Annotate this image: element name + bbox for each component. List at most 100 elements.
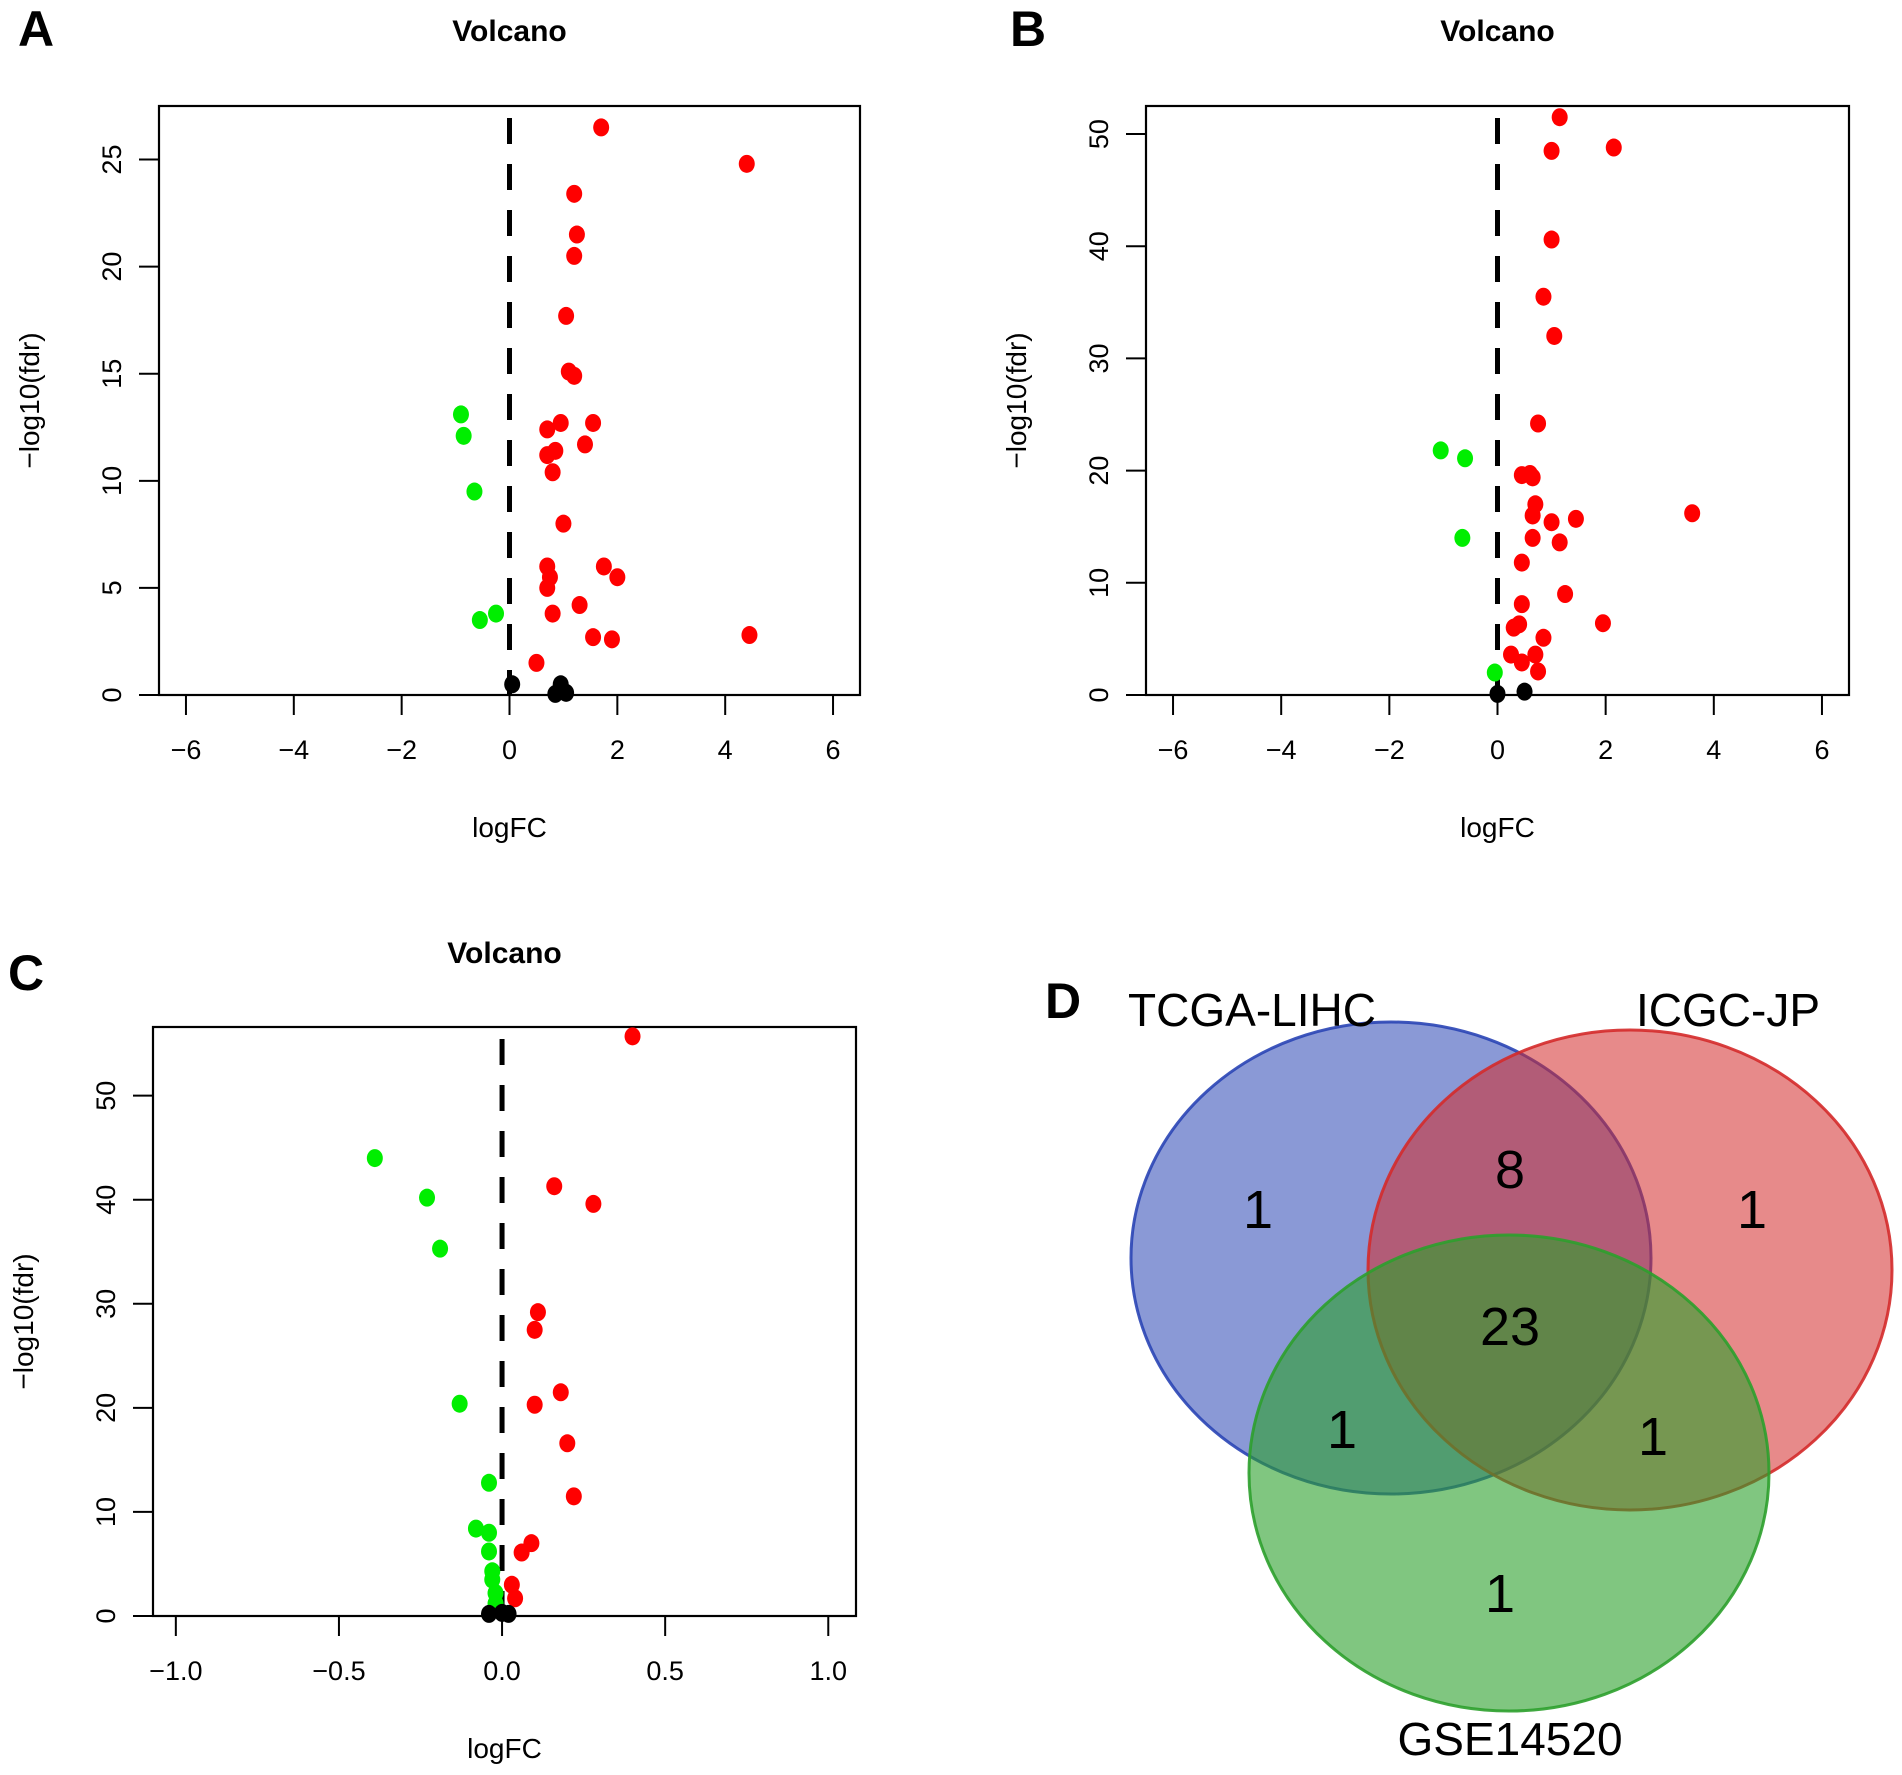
up-regulated-point — [1557, 585, 1574, 604]
x-tick-label: 6 — [1814, 735, 1829, 765]
up-regulated-point — [585, 1194, 602, 1213]
down-regulated-point — [1457, 449, 1474, 468]
up-regulated-point — [566, 184, 583, 203]
x-tick-label: 4 — [718, 735, 733, 765]
y-axis-label: −log10(fdr) — [14, 332, 45, 468]
up-regulated-point — [552, 1383, 569, 1402]
up-regulated-point — [1543, 230, 1560, 249]
venn-region-count: 1 — [1638, 1407, 1668, 1467]
non-significant-point — [1516, 682, 1533, 701]
y-tick-label: 30 — [1084, 343, 1114, 373]
x-tick-label: 6 — [826, 735, 841, 765]
y-tick-label: 15 — [97, 359, 127, 389]
up-regulated-point — [526, 1320, 543, 1339]
up-regulated-point — [555, 514, 572, 533]
up-regulated-point — [1605, 138, 1622, 157]
panel-letter-a: A — [18, 1, 54, 57]
down-regulated-point — [481, 1542, 498, 1561]
up-regulated-point — [576, 435, 593, 454]
venn-diagram: TCGA-LIHC ICGC-JP GSE14520 1 1 1 8 1 1 23 — [1128, 984, 1894, 1765]
up-regulated-point — [552, 413, 569, 432]
up-regulated-point — [1543, 513, 1560, 532]
y-tick-label: 10 — [97, 466, 127, 496]
volcano-plot-c: Volcano −1.0 −0.5 0.0 0.5 1.0 0 10 20 30 40 50 logFC… — [8, 937, 858, 1764]
up-regulated-point — [738, 154, 755, 173]
up-regulated-point — [1513, 595, 1530, 614]
up-regulated-point — [503, 1575, 520, 1594]
venn-region-count: 8 — [1495, 1140, 1525, 1200]
up-regulated-point — [603, 630, 620, 649]
down-regulated-point — [455, 426, 472, 445]
non-significant-point — [504, 675, 521, 694]
y-axis-label: −log10(fdr) — [8, 1253, 39, 1389]
up-regulated-point — [571, 596, 588, 615]
up-regulated-point — [1505, 618, 1522, 637]
up-regulated-point — [546, 1177, 563, 1196]
up-regulated-point — [1527, 645, 1544, 664]
non-significant-point — [1489, 684, 1506, 703]
y-tick-label: 0 — [97, 687, 127, 702]
y-tick-label: 20 — [97, 252, 127, 282]
up-regulated-point — [1535, 628, 1552, 647]
x-tick-label: −1.0 — [149, 1656, 202, 1686]
x-tick-label: 2 — [1598, 735, 1613, 765]
y-tick-label: 10 — [1084, 568, 1114, 598]
y-tick-label: 25 — [97, 145, 127, 175]
up-regulated-point — [741, 626, 758, 645]
up-regulated-point — [539, 420, 556, 439]
up-regulated-point — [1594, 614, 1611, 633]
up-regulated-point — [1551, 533, 1568, 552]
down-regulated-point — [432, 1239, 449, 1258]
x-axis-label: logFC — [1460, 812, 1535, 843]
up-regulated-point — [539, 578, 556, 597]
down-regulated-point — [366, 1149, 383, 1168]
down-regulated-point — [471, 611, 488, 630]
up-regulated-point — [1524, 468, 1541, 487]
up-regulated-point — [1551, 108, 1568, 127]
y-tick-label: 20 — [1084, 456, 1114, 486]
up-regulated-point — [1513, 653, 1530, 672]
up-regulated-point — [1567, 509, 1584, 528]
up-regulated-point — [609, 568, 626, 587]
panel-letter-d: D — [1045, 973, 1081, 1029]
up-regulated-point — [558, 306, 575, 325]
down-regulated-point — [1432, 441, 1449, 460]
up-regulated-point — [593, 118, 610, 137]
x-tick-label: −4 — [278, 735, 309, 765]
x-axis-label: logFC — [472, 812, 547, 843]
down-regulated-point — [419, 1188, 436, 1207]
volcano-plot-a: Volcano −6 −4 −2 0 2 4 6 0 5 10 15 20 25 logFC −log10(f… — [14, 15, 862, 843]
x-tick-label: 2 — [610, 735, 625, 765]
y-tick-label: 0 — [91, 1608, 121, 1623]
down-regulated-point — [467, 1519, 484, 1538]
chart-title: Volcano — [452, 15, 566, 48]
up-regulated-point — [1524, 506, 1541, 525]
y-tick-label: 40 — [1084, 231, 1114, 261]
volcano-plot-b: Volcano −6 −4 −2 0 2 4 6 0 10 20 30 40 50 logFC −log10(… — [1001, 15, 1851, 843]
venn-set-label: GSE14520 — [1397, 1713, 1622, 1765]
up-regulated-point — [1546, 326, 1563, 345]
x-axis-label: logFC — [467, 1733, 542, 1764]
y-tick-label: 50 — [91, 1081, 121, 1111]
y-axis-label: −log10(fdr) — [1001, 332, 1032, 468]
non-significant-point — [558, 683, 575, 702]
chart-title: Volcano — [447, 937, 561, 970]
up-regulated-point — [507, 1589, 524, 1608]
up-regulated-point — [565, 1487, 582, 1506]
down-regulated-point — [452, 405, 469, 424]
up-regulated-point — [1535, 287, 1552, 306]
non-significant-point — [481, 1604, 498, 1623]
x-tick-label: 0 — [502, 735, 517, 765]
up-regulated-point — [1543, 141, 1560, 160]
chart-title: Volcano — [1440, 15, 1554, 48]
venn-region-count: 1 — [1243, 1180, 1273, 1240]
y-tick-label: 30 — [91, 1289, 121, 1319]
x-tick-label: −0.5 — [312, 1656, 365, 1686]
up-regulated-point — [526, 1395, 543, 1414]
down-regulated-point — [1486, 663, 1503, 682]
up-regulated-point — [585, 413, 602, 432]
up-regulated-point — [547, 441, 564, 460]
x-tick-label: −6 — [1158, 735, 1189, 765]
non-significant-point — [500, 1604, 517, 1623]
up-regulated-point — [595, 557, 612, 576]
